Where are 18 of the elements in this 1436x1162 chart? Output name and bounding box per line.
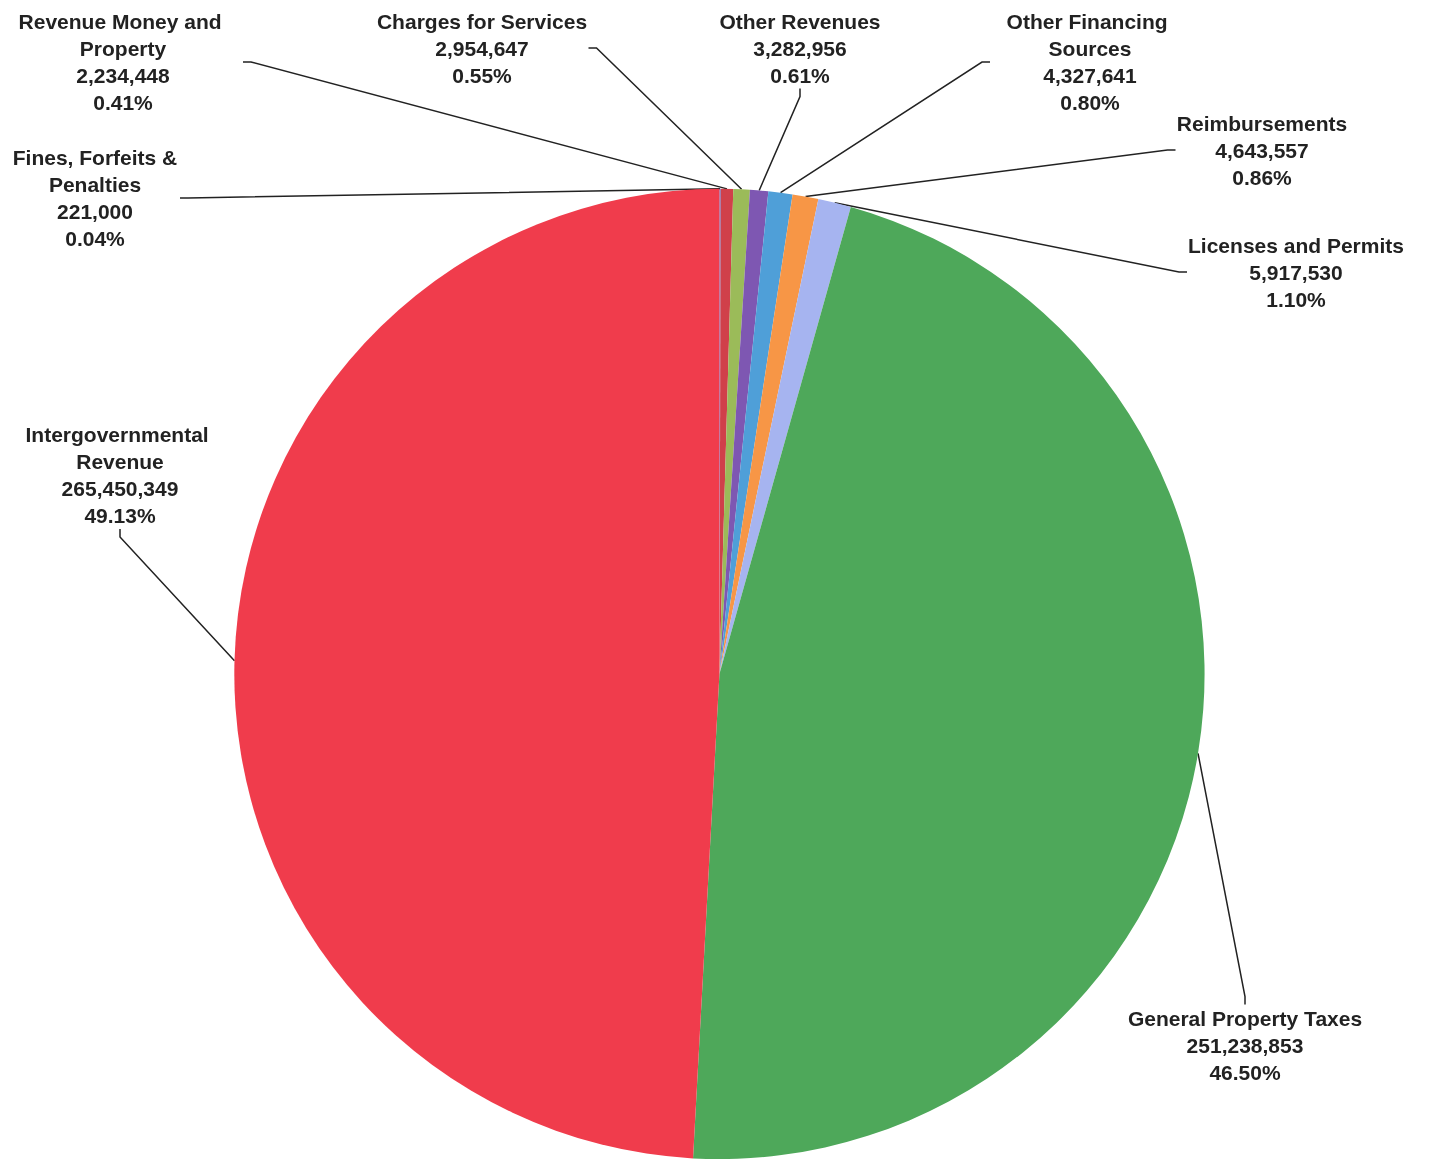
data-label: 4,643,557 0.86%	[1215, 138, 1309, 189]
data-label: 265,450,349 49.13%	[61, 477, 179, 527]
slice-label: Revenue Money and Property	[18, 10, 228, 60]
slice-label: Other Financing Sources	[1006, 10, 1174, 60]
slice-label: General Property Taxes	[1127, 1006, 1363, 1030]
data-label: 2,234,448 0.41%	[76, 64, 171, 114]
slice-label: Intergovernmental Revenue	[25, 423, 215, 473]
slice-label: Fines, Forfeits &Penalties	[12, 146, 178, 196]
data-label: 3,282,956 0.61%	[753, 36, 847, 87]
data-label: 251,238,853 46.50%	[1186, 1033, 1304, 1084]
data-label: 221,000 0.04%	[57, 200, 133, 250]
slice-label: Licenses and Permits	[1188, 233, 1404, 257]
data-label: 5,917,530 1.10%	[1249, 260, 1343, 311]
slice-label: Other Revenues	[719, 9, 881, 33]
data-label: 4,327,641 0.80%	[1043, 64, 1138, 114]
slice-label: Reimbursements	[1176, 111, 1348, 135]
slice-label: Charges for Services	[376, 9, 588, 33]
data-label: 2,954,647 0.55%	[435, 36, 529, 87]
